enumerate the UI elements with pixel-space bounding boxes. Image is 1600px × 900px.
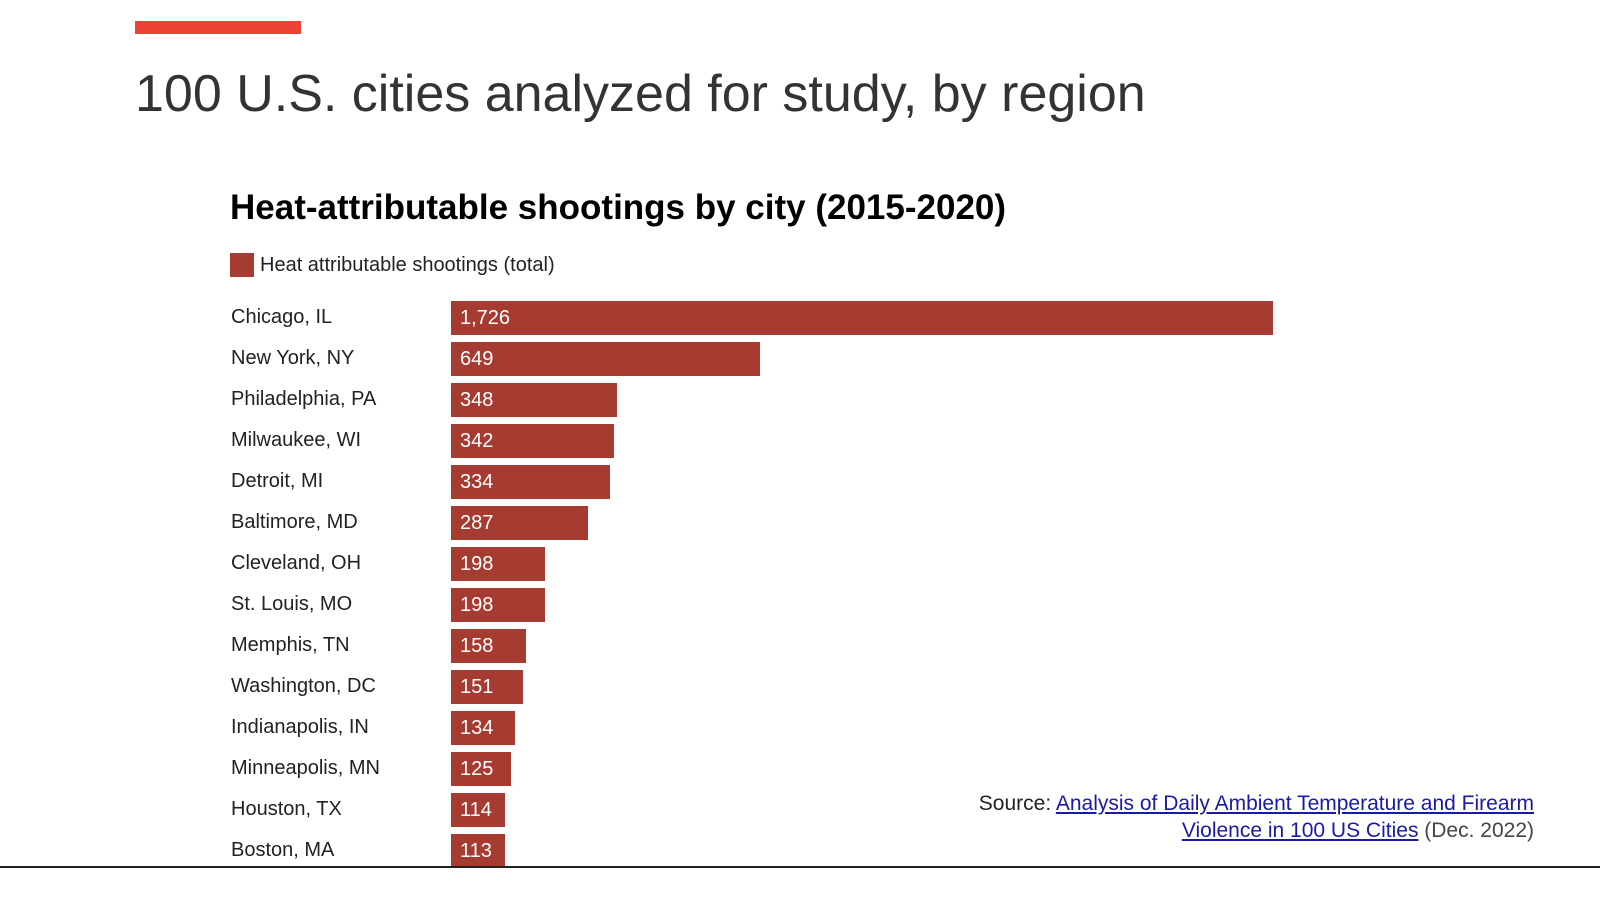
data-label: 151 [460,676,494,698]
data-label: 348 [460,389,494,411]
data-label: 198 [460,553,494,575]
data-label: 334 [460,471,494,493]
source-prefix: Source: [978,792,1056,815]
bar [451,752,511,786]
data-label: 114 [460,799,492,821]
category-label: Minneapolis, MN [231,757,380,779]
divider [0,866,1600,868]
bar [451,301,1273,335]
bar [451,547,546,581]
data-label: 158 [460,635,494,657]
data-label: 287 [460,512,494,534]
bar [451,424,614,458]
data-label: 198 [460,594,494,616]
bar [451,588,546,622]
source-note: Source: Analysis of Daily Ambient Temper… [974,790,1534,844]
category-label: Indianapolis, IN [231,716,369,738]
source-date: (Dec. 2022) [1418,819,1534,842]
category-label: Cleveland, OH [231,552,362,574]
data-label: 125 [460,758,494,780]
bar [451,711,515,745]
legend-swatch [230,253,254,277]
category-label: Philadelphia, PA [231,388,377,410]
data-label: 134 [460,717,494,739]
data-label: 649 [460,348,494,370]
legend-label: Heat attributable shootings (total) [260,253,555,276]
category-label: Boston, MA [231,839,335,861]
bar [451,383,617,417]
category-label: Memphis, TN [231,634,350,656]
chart-title: Heat-attributable shootings by city (201… [230,188,1007,227]
slide-title: 100 U.S. cities analyzed for study, by r… [135,65,1146,123]
bar [451,465,611,499]
category-label: Baltimore, MD [231,511,358,533]
category-label: New York, NY [231,347,355,369]
data-label: 342 [460,430,494,452]
data-label: 113 [460,840,492,862]
bar [451,342,761,376]
source-link[interactable]: Analysis of Daily Ambient Temperature an… [1055,792,1534,842]
data-label: 1,726 [460,307,511,329]
category-label: St. Louis, MO [231,593,353,615]
accent-bar [135,21,301,34]
bar [451,670,523,704]
bar [451,506,588,540]
bar [451,629,527,663]
category-label: Houston, TX [231,798,342,820]
category-label: Milwaukee, WI [231,429,362,451]
bar-chart: Chicago, IL 1,726 New York, NY 649 Philadelp… [231,301,1273,866]
bar [451,834,505,866]
legend: Heat attributable shootings (total) [230,253,555,277]
category-label: Chicago, IL [231,306,333,328]
category-label: Detroit, MI [231,470,324,492]
category-label: Washington, DC [231,675,376,697]
bar [451,793,506,827]
